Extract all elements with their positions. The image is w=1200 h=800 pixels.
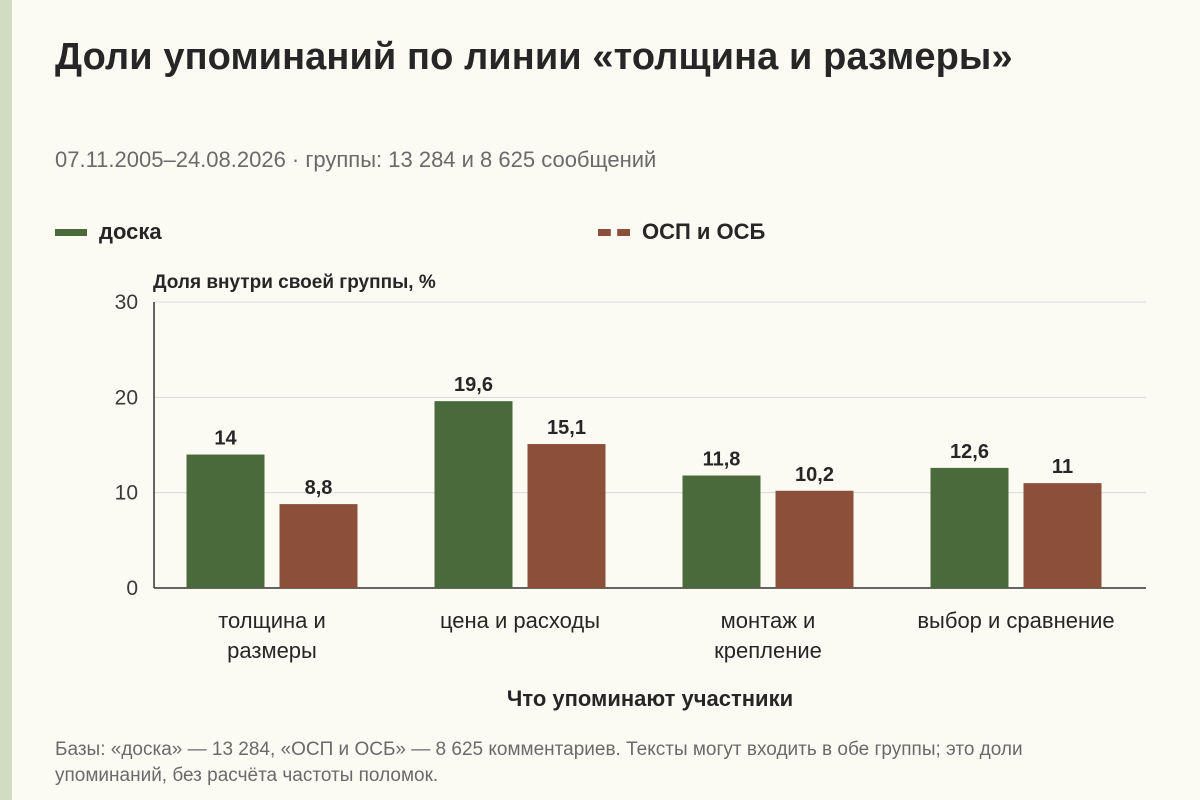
bar-osp — [1023, 483, 1102, 588]
legend-item-doska: доска — [55, 219, 162, 245]
data-label: 8,8 — [305, 477, 333, 499]
x-tick-label: цена и расходы — [440, 608, 600, 633]
bar-osp — [775, 490, 854, 588]
data-label: 11,8 — [703, 449, 741, 471]
x-tick-label: толщина и — [218, 608, 326, 633]
x-tick-label: монтаж и — [721, 608, 816, 633]
legend-swatch-doska — [55, 228, 87, 236]
bar-osp — [279, 504, 358, 588]
y-tick-label: 30 — [115, 291, 138, 314]
data-label: 10,2 — [795, 464, 834, 486]
data-label: 11 — [1052, 456, 1073, 478]
x-tick-label: выбор и сравнение — [917, 608, 1114, 633]
x-tick-label: размеры — [227, 638, 317, 663]
y-axis-title: Доля внутри своей группы, % — [153, 272, 436, 293]
legend-swatch-osp — [598, 228, 630, 236]
x-tick-label: крепление — [714, 638, 822, 663]
y-tick-label: 10 — [115, 482, 138, 505]
bar-doska — [434, 401, 513, 588]
footnote: Базы: «доска» — 13 284, «ОСП и ОСБ» — 8 … — [55, 739, 1023, 786]
x-axis-title: Что упоминают участники — [506, 686, 794, 711]
bar-doska — [682, 475, 761, 588]
y-tick-label: 0 — [126, 577, 138, 600]
bar-doska — [186, 454, 265, 588]
chart-title: Доли упоминаний по линии «толщина и разм… — [55, 36, 1013, 78]
data-label: 19,6 — [454, 374, 493, 396]
legend-label-doska: доска — [99, 219, 162, 244]
legend-item-osp: ОСП и ОСБ — [598, 219, 765, 245]
data-label: 14 — [214, 428, 237, 450]
data-label: 15,1 — [547, 417, 586, 439]
y-tick-label: 20 — [115, 386, 138, 409]
legend-label-osp: ОСП и ОСБ — [642, 219, 766, 244]
left-accent-stripe — [0, 0, 12, 800]
data-label: 12,6 — [950, 441, 989, 463]
bar-doska — [930, 467, 1009, 588]
bar-osp — [527, 444, 606, 588]
chart-subtitle: 07.11.2005–24.08.2026 · группы: 13 284 и… — [55, 147, 657, 172]
